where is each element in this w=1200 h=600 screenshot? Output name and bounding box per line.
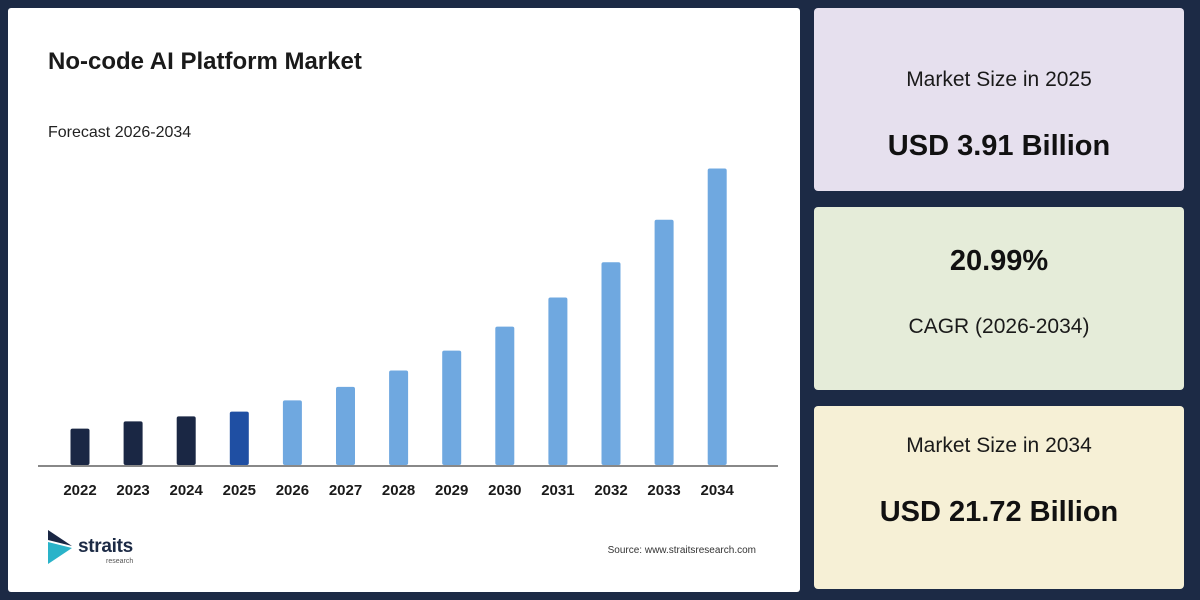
- straits-logo: straits research: [46, 528, 186, 568]
- x-tick-label: 2027: [329, 482, 362, 499]
- x-tick-label: 2028: [382, 482, 415, 499]
- x-tick-label: 2031: [541, 482, 574, 499]
- chart-panel: 2022 2023 2024 2025 2026 2027 2028 2029 2030 2031…: [8, 8, 800, 592]
- logo-text: straits: [78, 536, 133, 557]
- kpi-card-market-size-2025: Market Size in 2025 USD 3.91 Billion: [814, 8, 1184, 191]
- bar-2026: [282, 400, 302, 465]
- bar-2030: [495, 326, 515, 465]
- kpi-value: 20.99%: [949, 245, 1049, 277]
- x-tick-label: 2032: [594, 482, 627, 499]
- x-tick-label: 2024: [170, 482, 204, 499]
- bar-chart: 2022 2023 2024 2025 2026 2027 2028 2029 2030 2031…: [38, 168, 778, 499]
- chart-title: No-code AI Platform Market: [48, 48, 362, 75]
- x-tick-label: 2030: [488, 482, 521, 499]
- kpi-card-market-size-2034: Market Size in 2034 USD 21.72 Billion: [814, 406, 1184, 589]
- x-tick-label: 2029: [435, 482, 468, 499]
- x-tick-label: 2025: [223, 482, 256, 499]
- logo-subtext: research: [106, 558, 134, 565]
- bar-2022: [70, 428, 90, 465]
- kpi-label: Market Size in 2025: [906, 68, 1092, 91]
- bar-2034: [707, 168, 727, 465]
- bar-2028: [389, 370, 409, 465]
- bar-2029: [442, 350, 462, 465]
- bar-2031: [548, 297, 568, 465]
- kpi-label: Market Size in 2034: [906, 434, 1092, 457]
- bar-2027: [336, 386, 355, 465]
- source-note: Source: www.straitsresearch.com: [607, 545, 756, 556]
- x-tick-label: 2033: [647, 482, 680, 499]
- chart-subtitle: Forecast 2026-2034: [48, 124, 192, 141]
- kpi-value: USD 3.91 Billion: [887, 130, 1111, 162]
- kpi-label: CAGR (2026-2034): [908, 315, 1090, 338]
- bar-2033: [654, 219, 674, 465]
- bar-2025: [229, 411, 249, 465]
- x-tick-label: 2034: [701, 482, 735, 499]
- straits-logo-arrow-icon: [48, 530, 72, 564]
- bar-2032: [601, 262, 621, 465]
- kpi-value: USD 21.72 Billion: [879, 496, 1119, 528]
- bar-2024: [176, 416, 196, 465]
- x-tick-label: 2026: [276, 482, 309, 499]
- bar-2023: [123, 421, 143, 465]
- x-tick-label: 2023: [116, 482, 149, 499]
- kpi-card-cagr: 20.99% CAGR (2026-2034): [814, 207, 1184, 390]
- x-tick-label: 2022: [63, 482, 96, 499]
